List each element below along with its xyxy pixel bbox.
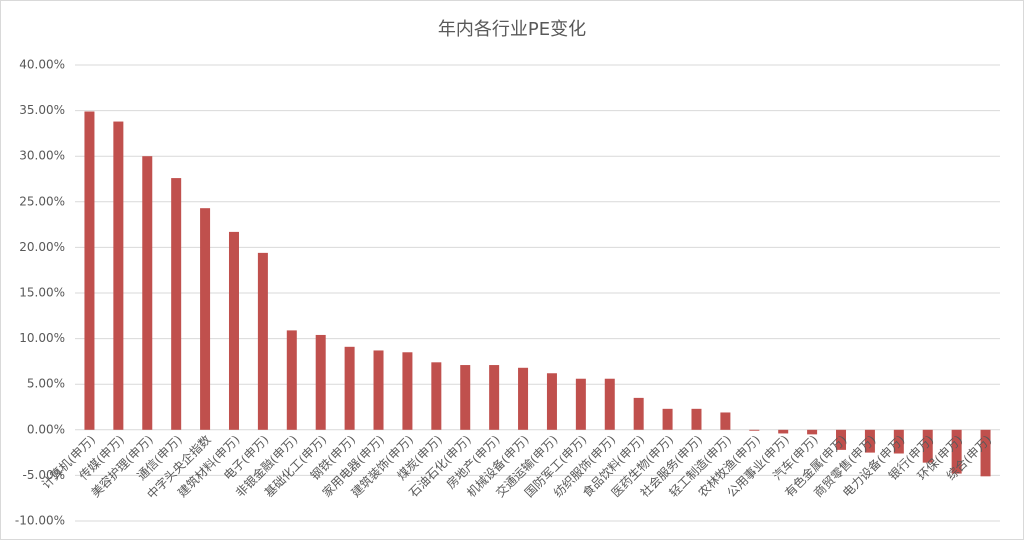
y-tick-label: 10.00% [19, 331, 65, 345]
y-tick-label: 25.00% [19, 194, 65, 208]
y-tick-label: 20.00% [19, 240, 65, 254]
bar [113, 121, 124, 430]
bar [518, 367, 529, 430]
bar [836, 429, 847, 450]
bar [142, 156, 153, 430]
bar [951, 429, 962, 474]
bar [662, 408, 673, 430]
y-tick-label: 40.00% [19, 58, 65, 72]
y-tick-label: -5.00% [23, 468, 65, 482]
y-tick-label: -10.00% [15, 514, 65, 528]
bar [84, 111, 95, 430]
bar [171, 178, 182, 430]
bar [460, 365, 471, 430]
bar [864, 429, 875, 453]
bar [604, 378, 615, 430]
bar [257, 252, 268, 430]
y-tick-label: 15.00% [19, 286, 65, 300]
bar [749, 429, 760, 431]
bar [431, 362, 442, 430]
bar [922, 429, 933, 463]
bar [980, 429, 991, 477]
bar [402, 352, 413, 430]
y-tick-label: 5.00% [27, 377, 65, 391]
bar [200, 208, 211, 430]
bar [489, 365, 500, 430]
y-tick-label: 30.00% [19, 149, 65, 163]
bar [893, 429, 904, 454]
y-tick-label: 0.00% [27, 422, 65, 436]
bar [691, 408, 702, 430]
bar [807, 429, 818, 435]
bar [315, 334, 326, 430]
bar [546, 373, 557, 430]
chart-title: 年内各行业PE变化 [438, 19, 586, 40]
bar [575, 378, 586, 430]
bar [373, 350, 384, 430]
bar [778, 429, 789, 434]
bar [633, 397, 644, 430]
bar [344, 346, 355, 430]
y-tick-label: 35.00% [19, 103, 65, 117]
bar [720, 412, 731, 430]
bar [286, 330, 297, 430]
bar [228, 231, 239, 430]
